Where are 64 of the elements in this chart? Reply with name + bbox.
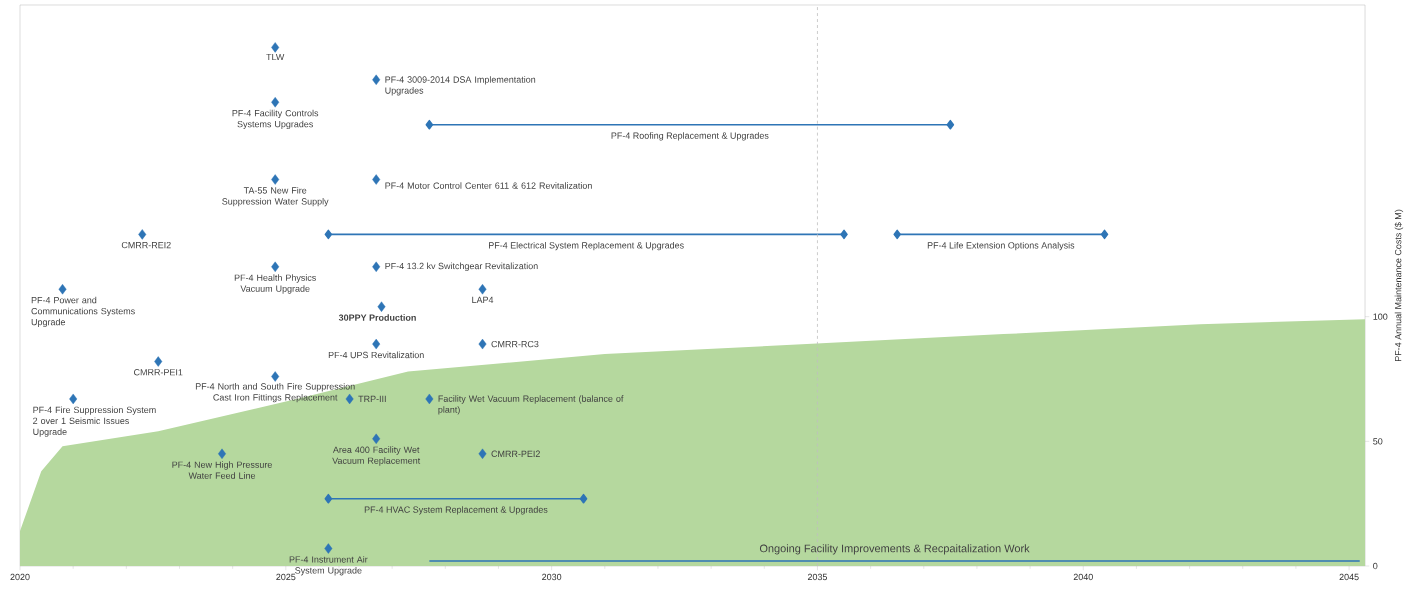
point xyxy=(377,301,386,312)
annotation: PF-4 Power and Communications Systems Upgrade xyxy=(31,296,135,328)
point xyxy=(138,229,147,240)
series-label: PF-4 Life Extension Options Analysis xyxy=(927,241,1075,251)
point xyxy=(372,338,381,350)
annotation: TRP-III xyxy=(358,395,386,403)
point xyxy=(478,338,487,350)
point xyxy=(372,261,381,272)
point xyxy=(324,229,333,240)
annotation: CMRR-PEI2 xyxy=(491,450,540,457)
annotation: PF-4 Fire Suppression System 2 over 1 Seismic Issues Upgrade xyxy=(33,406,156,437)
point xyxy=(425,393,434,405)
series-label: PF-4 HVAC System Replacement & Upgrades xyxy=(364,506,548,515)
x-tick-label: 2035 xyxy=(807,573,828,581)
point xyxy=(893,229,901,240)
series-label: PF-4 Roofing Replacement & Upgrades xyxy=(611,132,769,141)
y-tick-label: 100 xyxy=(1373,313,1388,320)
point xyxy=(579,493,588,504)
x-tick-label: 2040 xyxy=(1073,573,1093,581)
point xyxy=(372,74,381,85)
point xyxy=(1100,229,1109,240)
annotation: CMRR-REI2 xyxy=(121,241,171,249)
y-tick-label: 50 xyxy=(1373,438,1383,445)
annotation: LAP4 xyxy=(472,296,494,303)
annotation: CMRR-RC3 xyxy=(491,340,539,348)
point xyxy=(271,42,280,53)
point xyxy=(372,174,381,185)
point xyxy=(425,119,434,130)
annotation: TA-55 New Fire Suppression Water Supply xyxy=(222,187,329,207)
annotation: PF-4 3009-2014 DSA Implementation Upgrades xyxy=(385,76,536,96)
annotation: PF-4 Motor Control Center 611 & 612 Revitalization xyxy=(385,182,592,189)
point xyxy=(324,543,333,554)
point xyxy=(478,448,487,459)
point xyxy=(271,174,280,185)
annotation: PF-4 13.2 kv Switchgear Revitalization xyxy=(385,262,538,271)
annotation: PF-4 UPS Revitalization xyxy=(328,351,424,359)
x-tick-label: 2020 xyxy=(10,573,30,581)
annotation: Area 400 Facility Wet Vacuum Replacement xyxy=(332,446,421,466)
point xyxy=(840,229,848,240)
annotation: PF-4 New High Pressure Water Feed Line xyxy=(172,461,272,479)
point xyxy=(154,356,163,367)
annotation: CMRR-PEI1 xyxy=(134,369,183,376)
point xyxy=(324,493,333,504)
x-tick-label: 2030 xyxy=(542,573,562,581)
point xyxy=(372,433,381,445)
point xyxy=(69,393,78,405)
y-axis-title: PF-4 Annual Maintenance Costs ($ M) xyxy=(1394,209,1404,362)
y-tick-label: 0 xyxy=(1373,562,1378,570)
series-label: Ongoing Facility Improvements & Recpaitalization Work xyxy=(759,544,1030,555)
point xyxy=(58,284,67,295)
annotation: PF-4 Health Physics Vacuum Upgrade xyxy=(234,274,316,294)
point xyxy=(271,371,280,382)
point xyxy=(271,261,280,272)
point xyxy=(345,393,354,405)
series-label: PF-4 Electrical System Replacement & Upgrades xyxy=(489,241,684,251)
point xyxy=(946,119,955,130)
annotation: 30PPY Production xyxy=(338,314,416,321)
annotation: PF-4 Facility Controls Systems Upgrades xyxy=(232,109,319,130)
x-tick-label: 2045 xyxy=(1339,573,1359,581)
point xyxy=(271,97,280,108)
point xyxy=(218,448,226,459)
annotation: Facility Wet Vacuum Replacement (balance of plant) xyxy=(438,395,624,415)
point xyxy=(478,284,487,295)
annotation: TLW xyxy=(266,53,285,61)
